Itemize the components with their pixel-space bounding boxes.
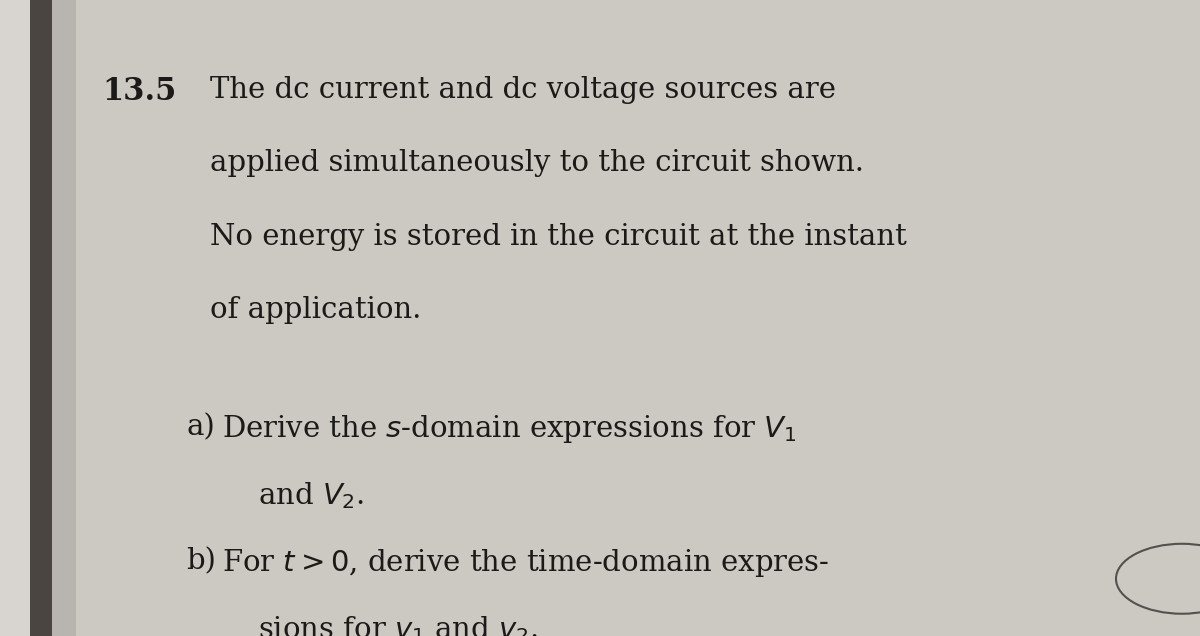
Text: The dc current and dc voltage sources are: The dc current and dc voltage sources ar…: [210, 76, 836, 104]
Text: and $V_2$.: and $V_2$.: [258, 480, 365, 511]
Text: 13.5: 13.5: [102, 76, 176, 107]
Text: sions for $v_1$ and $v_2$.: sions for $v_1$ and $v_2$.: [258, 614, 538, 636]
Text: of application.: of application.: [210, 296, 421, 324]
Text: b): b): [186, 547, 216, 575]
Text: No energy is stored in the circuit at the instant: No energy is stored in the circuit at th…: [210, 223, 907, 251]
Text: Derive the $s$-domain expressions for $V_1$: Derive the $s$-domain expressions for $V…: [222, 413, 797, 445]
Text: applied simultaneously to the circuit shown.: applied simultaneously to the circuit sh…: [210, 149, 864, 177]
Text: a): a): [186, 413, 215, 441]
Text: For $t > 0$, derive the time-domain expres-: For $t > 0$, derive the time-domain expr…: [222, 547, 829, 579]
